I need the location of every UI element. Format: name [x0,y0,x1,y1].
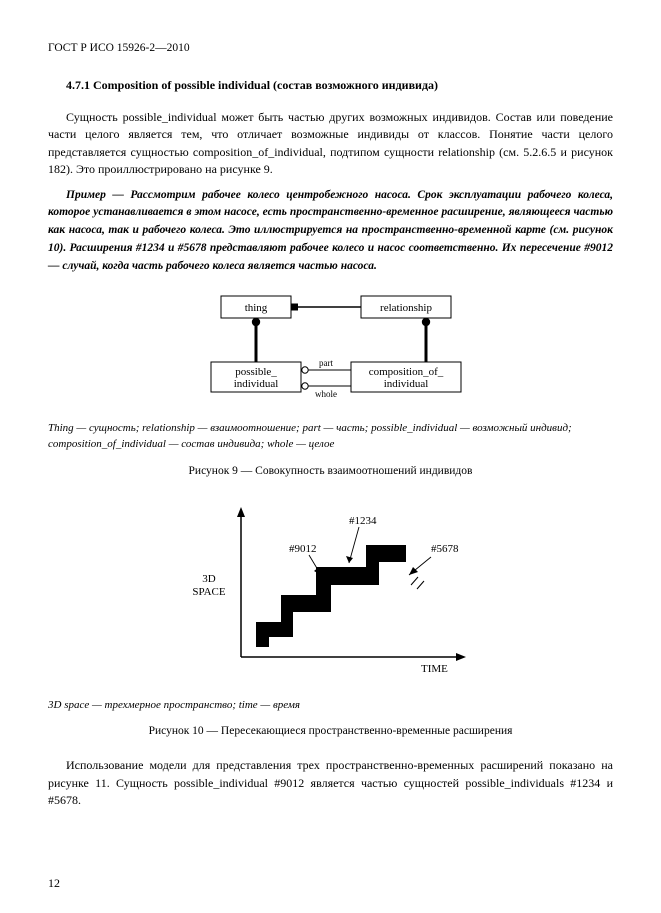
figure-9-caption: Рисунок 9 — Совокупность взаимоотношений… [48,465,613,477]
figure-9-glossary: Thing — сущность; relationship — взаимоо… [48,420,613,453]
node-composition-l2: individual [383,378,428,390]
tag-9012: #9012 [289,543,317,555]
tag-5678: #5678 [431,543,459,555]
axis-label-time: TIME [421,663,448,675]
axis-label-3d: 3D [202,573,216,585]
tag-1234: #1234 [349,515,377,527]
page: ГОСТ Р ИСО 15926-2—2010 4.7.1 Compositio… [0,0,661,913]
node-thing: thing [244,302,267,314]
edge-label-whole: whole [315,389,337,399]
figure-10-diagram: 3D SPACE TIME #1234 #9012 #5678 [171,497,491,687]
node-relationship: relationship [380,302,432,314]
edge-label-part: part [319,358,333,368]
doc-id: ГОСТ Р ИСО 15926-2—2010 [48,42,613,54]
paragraph-2: Использование модели для представления т… [48,757,613,809]
node-possible-individual-l1: possible_ [235,366,277,378]
figure-9-diagram: thing relationship possible_ individual … [181,290,481,410]
axis-label-space: SPACE [192,586,226,598]
figure-10-caption: Рисунок 10 — Пересекающиеся пространстве… [48,725,613,737]
example-paragraph: Пример — Рассмотрим рабочее колесо центр… [48,187,613,276]
node-composition-l1: composition_of_ [368,366,443,378]
node-possible-individual-l2: individual [233,378,278,390]
paragraph-1: Сущность possible_individual может быть … [48,109,613,179]
section-heading: 4.7.1 Composition of possible individual… [48,78,613,93]
figure-10-glossary: 3D space — трехмерное пространство; time… [48,697,613,714]
page-number: 12 [48,876,60,891]
